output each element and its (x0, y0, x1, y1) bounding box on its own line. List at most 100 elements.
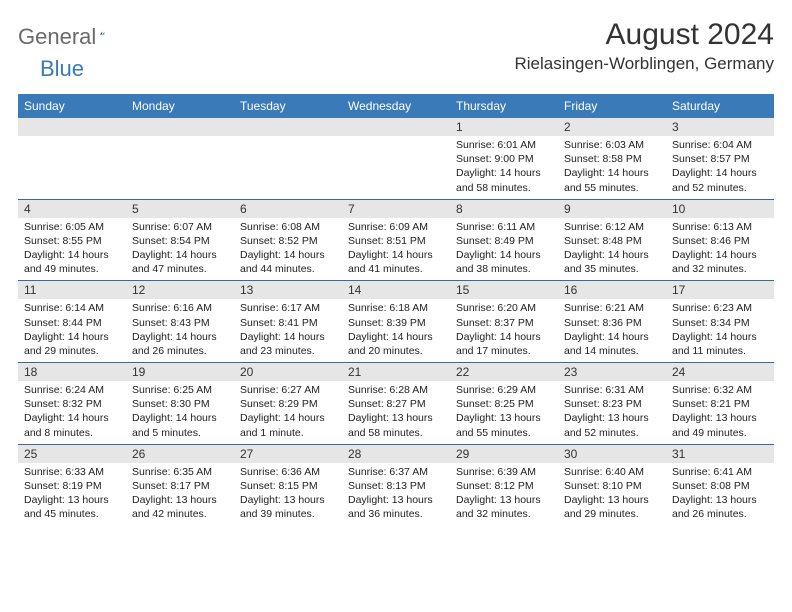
day-cell: Sunrise: 6:16 AMSunset: 8:43 PMDaylight:… (126, 299, 234, 362)
sunset-text: Sunset: 8:49 PM (456, 234, 552, 248)
daylight-text: Daylight: 14 hours and 14 minutes. (564, 330, 660, 358)
weekday-header-cell: Friday (558, 94, 666, 118)
sunset-text: Sunset: 8:30 PM (132, 397, 228, 411)
week-body-row: Sunrise: 6:24 AMSunset: 8:32 PMDaylight:… (18, 381, 774, 444)
daylight-text: Daylight: 14 hours and 29 minutes. (24, 330, 120, 358)
week-number-row: 11121314151617 (18, 280, 774, 299)
day-cell: Sunrise: 6:35 AMSunset: 8:17 PMDaylight:… (126, 463, 234, 526)
daylight-text: Daylight: 14 hours and 47 minutes. (132, 248, 228, 276)
daylight-text: Daylight: 13 hours and 45 minutes. (24, 493, 120, 521)
day-cell: Sunrise: 6:13 AMSunset: 8:46 PMDaylight:… (666, 218, 774, 281)
day-cell: Sunrise: 6:20 AMSunset: 8:37 PMDaylight:… (450, 299, 558, 362)
sunrise-text: Sunrise: 6:23 AM (672, 301, 768, 315)
sunset-text: Sunset: 8:51 PM (348, 234, 444, 248)
day-cell: Sunrise: 6:17 AMSunset: 8:41 PMDaylight:… (234, 299, 342, 362)
sunrise-text: Sunrise: 6:03 AM (564, 138, 660, 152)
calendar-grid: SundayMondayTuesdayWednesdayThursdayFrid… (18, 94, 774, 525)
sunrise-text: Sunrise: 6:37 AM (348, 465, 444, 479)
sunrise-text: Sunrise: 6:05 AM (24, 220, 120, 234)
sunrise-text: Sunrise: 6:21 AM (564, 301, 660, 315)
day-number: 11 (18, 281, 126, 299)
sunset-text: Sunset: 8:36 PM (564, 316, 660, 330)
day-number: 10 (666, 200, 774, 218)
sunrise-text: Sunrise: 6:36 AM (240, 465, 336, 479)
week-body-row: Sunrise: 6:33 AMSunset: 8:19 PMDaylight:… (18, 463, 774, 526)
day-number: 29 (450, 445, 558, 463)
location-text: Rielasingen-Worblingen, Germany (514, 54, 774, 74)
weekday-header-cell: Thursday (450, 94, 558, 118)
day-number: 4 (18, 200, 126, 218)
sunset-text: Sunset: 8:29 PM (240, 397, 336, 411)
month-title: August 2024 (514, 18, 774, 52)
sunset-text: Sunset: 8:15 PM (240, 479, 336, 493)
day-cell (18, 136, 126, 199)
daylight-text: Daylight: 14 hours and 5 minutes. (132, 411, 228, 439)
day-cell (234, 136, 342, 199)
daylight-text: Daylight: 13 hours and 42 minutes. (132, 493, 228, 521)
sunset-text: Sunset: 8:43 PM (132, 316, 228, 330)
day-number: 21 (342, 363, 450, 381)
week-number-row: 123 (18, 118, 774, 136)
day-number: 30 (558, 445, 666, 463)
day-number: 9 (558, 200, 666, 218)
day-number: 13 (234, 281, 342, 299)
daylight-text: Daylight: 14 hours and 1 minute. (240, 411, 336, 439)
daylight-text: Daylight: 14 hours and 44 minutes. (240, 248, 336, 276)
daylight-text: Daylight: 13 hours and 49 minutes. (672, 411, 768, 439)
day-cell: Sunrise: 6:37 AMSunset: 8:13 PMDaylight:… (342, 463, 450, 526)
week-number-row: 45678910 (18, 199, 774, 218)
day-number (234, 118, 342, 136)
sunset-text: Sunset: 8:32 PM (24, 397, 120, 411)
sunrise-text: Sunrise: 6:18 AM (348, 301, 444, 315)
day-cell: Sunrise: 6:01 AMSunset: 9:00 PMDaylight:… (450, 136, 558, 199)
sunrise-text: Sunrise: 6:01 AM (456, 138, 552, 152)
day-cell: Sunrise: 6:23 AMSunset: 8:34 PMDaylight:… (666, 299, 774, 362)
day-number: 5 (126, 200, 234, 218)
sunset-text: Sunset: 8:25 PM (456, 397, 552, 411)
sunrise-text: Sunrise: 6:16 AM (132, 301, 228, 315)
day-cell: Sunrise: 6:24 AMSunset: 8:32 PMDaylight:… (18, 381, 126, 444)
sunset-text: Sunset: 8:19 PM (24, 479, 120, 493)
day-cell: Sunrise: 6:31 AMSunset: 8:23 PMDaylight:… (558, 381, 666, 444)
sunset-text: Sunset: 8:13 PM (348, 479, 444, 493)
sunset-text: Sunset: 8:48 PM (564, 234, 660, 248)
daylight-text: Daylight: 13 hours and 32 minutes. (456, 493, 552, 521)
day-cell (126, 136, 234, 199)
daylight-text: Daylight: 14 hours and 41 minutes. (348, 248, 444, 276)
title-block: August 2024 Rielasingen-Worblingen, Germ… (514, 18, 774, 74)
daylight-text: Daylight: 14 hours and 55 minutes. (564, 166, 660, 194)
day-cell: Sunrise: 6:14 AMSunset: 8:44 PMDaylight:… (18, 299, 126, 362)
week-number-row: 25262728293031 (18, 444, 774, 463)
sunrise-text: Sunrise: 6:31 AM (564, 383, 660, 397)
day-number: 8 (450, 200, 558, 218)
day-number: 14 (342, 281, 450, 299)
sunrise-text: Sunrise: 6:41 AM (672, 465, 768, 479)
daylight-text: Daylight: 13 hours and 26 minutes. (672, 493, 768, 521)
sunset-text: Sunset: 8:10 PM (564, 479, 660, 493)
day-number: 7 (342, 200, 450, 218)
sunset-text: Sunset: 8:12 PM (456, 479, 552, 493)
daylight-text: Daylight: 14 hours and 8 minutes. (24, 411, 120, 439)
day-cell: Sunrise: 6:08 AMSunset: 8:52 PMDaylight:… (234, 218, 342, 281)
day-cell: Sunrise: 6:07 AMSunset: 8:54 PMDaylight:… (126, 218, 234, 281)
daylight-text: Daylight: 13 hours and 58 minutes. (348, 411, 444, 439)
daylight-text: Daylight: 13 hours and 39 minutes. (240, 493, 336, 521)
day-cell: Sunrise: 6:09 AMSunset: 8:51 PMDaylight:… (342, 218, 450, 281)
calendar-page: General August 2024 Rielasingen-Worbling… (0, 0, 792, 525)
day-number (18, 118, 126, 136)
day-cell: Sunrise: 6:21 AMSunset: 8:36 PMDaylight:… (558, 299, 666, 362)
sunset-text: Sunset: 8:54 PM (132, 234, 228, 248)
day-number: 23 (558, 363, 666, 381)
sunrise-text: Sunrise: 6:09 AM (348, 220, 444, 234)
day-number: 3 (666, 118, 774, 136)
sunset-text: Sunset: 8:23 PM (564, 397, 660, 411)
daylight-text: Daylight: 13 hours and 52 minutes. (564, 411, 660, 439)
sunset-text: Sunset: 8:58 PM (564, 152, 660, 166)
daylight-text: Daylight: 14 hours and 20 minutes. (348, 330, 444, 358)
day-number: 6 (234, 200, 342, 218)
sunrise-text: Sunrise: 6:07 AM (132, 220, 228, 234)
sunset-text: Sunset: 8:55 PM (24, 234, 120, 248)
sunrise-text: Sunrise: 6:20 AM (456, 301, 552, 315)
day-number: 25 (18, 445, 126, 463)
weekday-header-cell: Sunday (18, 94, 126, 118)
